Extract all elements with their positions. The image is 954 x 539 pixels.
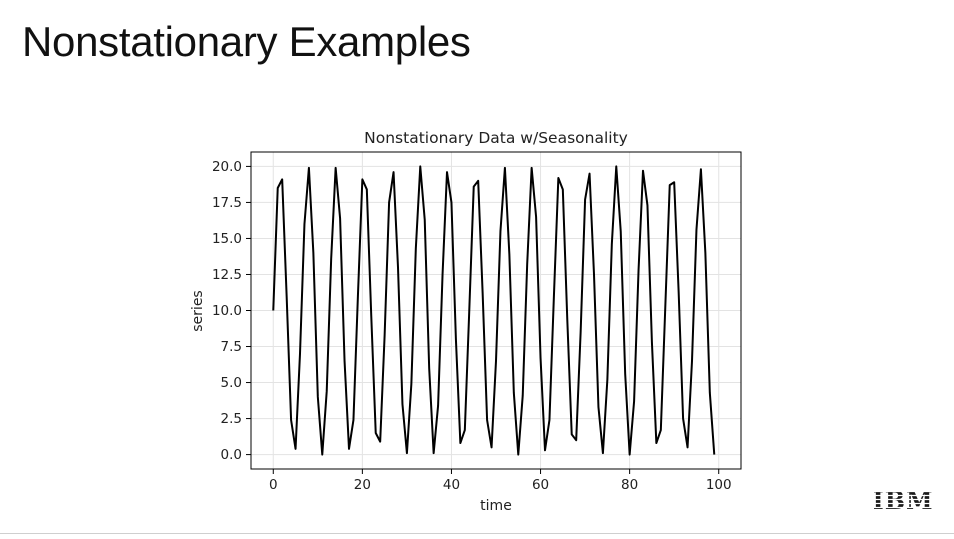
x-axis-ticks: 0 20 40 60 80 100 bbox=[269, 469, 732, 493]
x-axis-label: time bbox=[480, 498, 512, 514]
ibm-logo: IBM bbox=[872, 486, 932, 520]
y-tick-label: 20.0 bbox=[212, 159, 242, 175]
y-tick-label: 7.5 bbox=[221, 339, 242, 355]
series-line-0 bbox=[272, 165, 716, 456]
y-tick-label: 12.5 bbox=[212, 267, 242, 283]
y-axis-ticks: 0.0 2.5 5.0 7.5 10.0 12.5 15.0 17.5 20.0 bbox=[212, 159, 251, 463]
x-tick-label: 60 bbox=[532, 477, 549, 493]
x-tick-label: 100 bbox=[706, 477, 732, 493]
bottom-rule bbox=[0, 533, 954, 534]
y-tick-label: 15.0 bbox=[212, 231, 242, 247]
y-tick-label: 5.0 bbox=[221, 375, 242, 391]
x-tick-label: 40 bbox=[443, 477, 460, 493]
x-tick-label: 20 bbox=[354, 477, 371, 493]
x-tick-label: 0 bbox=[269, 477, 278, 493]
chart-title: Nonstationary Data w/Seasonality bbox=[364, 129, 628, 147]
chart-svg: Nonstationary Data w/Seasonality 0 20 40 60… bbox=[190, 129, 742, 514]
series-layer bbox=[272, 165, 716, 456]
svg-text:IBM: IBM bbox=[874, 487, 932, 515]
y-tick-label: 17.5 bbox=[212, 195, 242, 211]
grid-lines bbox=[251, 152, 741, 469]
y-tick-label: 10.0 bbox=[212, 303, 242, 319]
x-tick-label: 80 bbox=[621, 477, 638, 493]
ibm-logo-mark: IBM bbox=[872, 486, 932, 515]
y-axis-label: series bbox=[190, 290, 206, 331]
y-tick-label: 0.0 bbox=[221, 447, 242, 463]
y-tick-label: 2.5 bbox=[221, 411, 242, 427]
slide-title: Nonstationary Examples bbox=[22, 18, 471, 65]
chart: Nonstationary Data w/Seasonality 0 20 40 60… bbox=[185, 122, 760, 527]
